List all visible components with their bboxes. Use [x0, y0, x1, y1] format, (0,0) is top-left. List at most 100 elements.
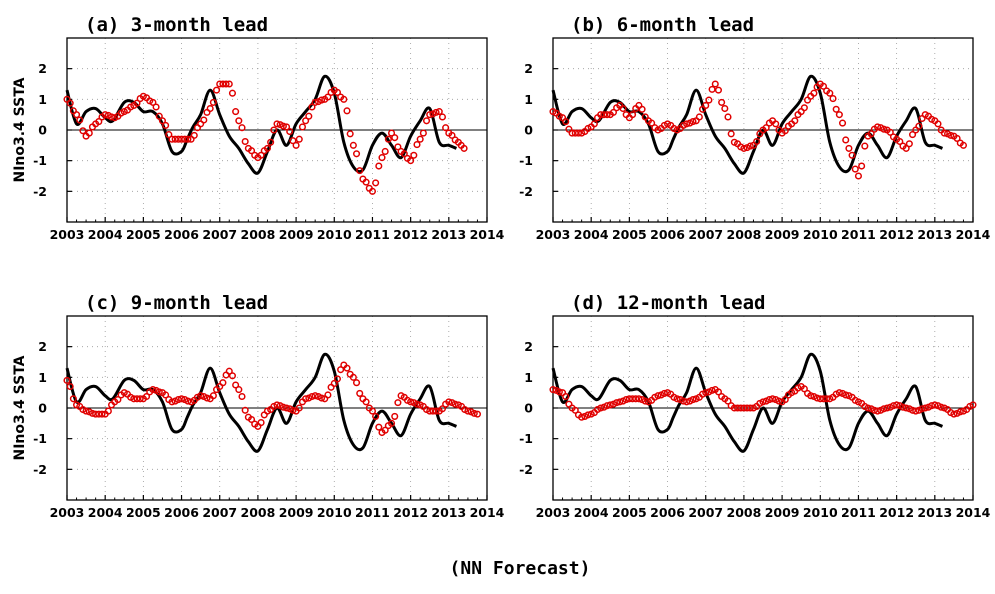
forecast-point — [845, 144, 853, 152]
forecast-point — [302, 395, 310, 403]
forecast-point — [228, 89, 237, 97]
forecast-series — [549, 382, 977, 421]
forecast-point — [104, 407, 112, 415]
forecast-point — [648, 119, 656, 127]
forecast-point — [429, 407, 437, 415]
forecast-point — [549, 386, 557, 394]
forecast-point — [740, 144, 748, 152]
forecast-point — [375, 162, 383, 170]
x-tick-label: 2012 — [879, 505, 914, 520]
forecast-point — [362, 398, 370, 406]
observed-line — [65, 352, 458, 453]
y-tick-label: 1 — [38, 370, 47, 385]
x-tick-label: 2011 — [355, 505, 390, 520]
forecast-point — [753, 137, 761, 146]
y-tick-label: 0 — [524, 123, 533, 138]
forecast-point — [590, 120, 598, 128]
x-tick-label: 2006 — [164, 227, 199, 242]
forecast-point — [718, 98, 726, 106]
x-tick-label: 2013 — [917, 227, 952, 242]
forecast-point — [66, 382, 74, 391]
forecast-point — [155, 388, 163, 396]
forecast-point — [82, 407, 90, 415]
forecast-point — [206, 104, 214, 113]
chart-panel-1: 2003 2004 2005 2006 2007 2008 2009 2010 2011 2012… — [12, 14, 505, 242]
x-tick-label: 2013 — [431, 227, 466, 242]
x-tick-label: 2009 — [279, 227, 314, 242]
forecast-point — [673, 395, 681, 403]
forecast-point — [953, 134, 961, 142]
x-tick-label: 2012 — [393, 227, 428, 242]
forecast-point — [807, 392, 815, 400]
x-tick-label: 2004 — [574, 505, 609, 520]
forecast-point — [445, 398, 453, 406]
forecast-point — [959, 141, 968, 149]
forecast-point — [838, 119, 847, 127]
x-tick-label: 2006 — [650, 227, 685, 242]
forecast-point — [902, 144, 910, 152]
forecast-point — [238, 392, 246, 401]
x-tick-label: 2005 — [126, 227, 161, 242]
forecast-point — [641, 397, 649, 405]
x-tick-label: 2014 — [470, 227, 505, 242]
forecast-point — [835, 389, 843, 397]
forecast-point — [899, 403, 907, 411]
forecast-point — [387, 129, 396, 137]
forecast-point — [762, 124, 770, 132]
forecast-point — [956, 408, 964, 416]
forecast-point — [654, 392, 662, 400]
forecast-point — [219, 80, 227, 88]
y-tick-label: -1 — [33, 153, 47, 168]
forecast-point — [947, 131, 955, 139]
y-tick-label: 2 — [38, 339, 47, 354]
forecast-point — [289, 406, 297, 414]
forecast-point — [142, 392, 151, 401]
forecast-point — [232, 381, 240, 389]
forecast-point — [628, 111, 637, 119]
forecast-point — [937, 403, 945, 411]
forecast-point — [555, 388, 563, 396]
y-tick-label: 0 — [38, 401, 47, 416]
forecast-point — [571, 129, 579, 137]
forecast-point — [928, 402, 936, 410]
forecast-point — [171, 135, 179, 143]
forecast-point — [893, 401, 901, 409]
forecast-point — [422, 117, 431, 125]
forecast-point — [854, 172, 863, 180]
forecast-point — [571, 406, 579, 414]
forecast-point — [263, 144, 272, 152]
forecast-point — [225, 367, 233, 375]
forecast-point — [438, 405, 447, 413]
forecast-point — [950, 410, 958, 418]
y-tick-label: 2 — [524, 339, 533, 354]
forecast-point — [810, 89, 818, 97]
forecast-point — [574, 129, 583, 137]
forecast-point — [107, 113, 116, 121]
forecast-point — [295, 404, 303, 412]
forecast-point — [413, 400, 421, 408]
forecast-point — [606, 401, 614, 409]
forecast-point — [823, 395, 831, 403]
forecast-point — [873, 407, 882, 415]
panel-title: (c) 9-month lead — [85, 292, 268, 314]
forecast-point — [628, 395, 637, 403]
forecast-point — [352, 150, 361, 158]
forecast-point — [721, 104, 729, 113]
forecast-point — [603, 111, 611, 119]
forecast-point — [727, 130, 735, 138]
x-tick-label: 2010 — [317, 505, 352, 520]
forecast-point — [616, 398, 624, 406]
forecast-point — [273, 120, 281, 128]
forecast-point — [372, 412, 380, 420]
forecast-point — [918, 405, 926, 413]
forecast-point — [292, 141, 300, 149]
forecast-point — [324, 391, 332, 399]
forecast-point — [337, 366, 345, 374]
forecast-point — [375, 423, 383, 431]
y-tick-label: -2 — [33, 184, 47, 199]
forecast-point — [679, 397, 688, 405]
forecast-point — [349, 373, 357, 381]
forecast-point — [95, 118, 103, 126]
forecast-point — [317, 96, 326, 104]
forecast-point — [400, 150, 408, 158]
